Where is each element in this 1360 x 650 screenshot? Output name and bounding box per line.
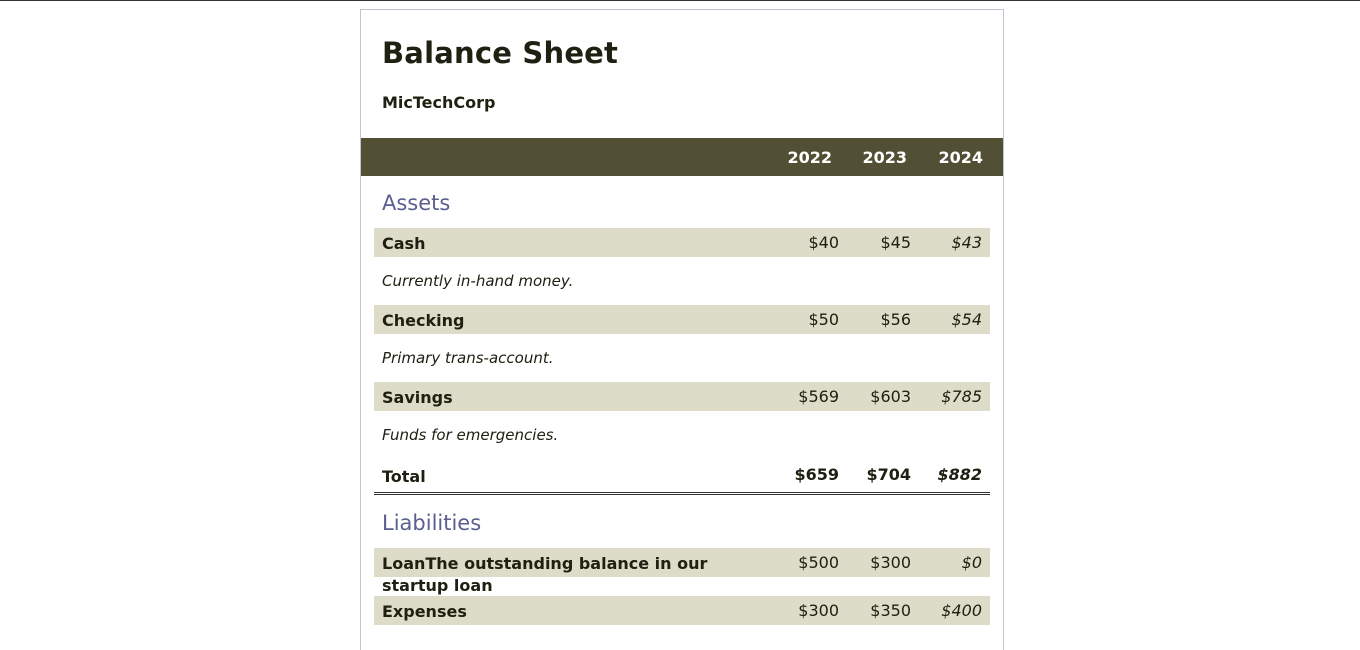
asset-row-cash: Cash $40 $45 $43 bbox=[374, 228, 990, 257]
value-2024: $400 bbox=[941, 601, 982, 620]
row-label: LoanThe outstanding balance in our start… bbox=[382, 554, 708, 595]
document-title: Balance Sheet bbox=[382, 36, 619, 70]
savings-description: Funds for emergencies. bbox=[382, 426, 559, 444]
year-2023-header: 2023 bbox=[862, 148, 907, 167]
asset-row-savings: Savings $569 $603 $785 bbox=[374, 382, 990, 411]
assets-section-title: Assets bbox=[382, 191, 451, 215]
value-2022: $569 bbox=[798, 387, 839, 406]
total-2024: $882 bbox=[937, 465, 982, 484]
assets-total-row: Total $659 $704 $882 bbox=[374, 462, 990, 495]
liabilities-section-title: Liabilities bbox=[382, 511, 482, 535]
row-label: Checking bbox=[382, 311, 465, 330]
year-2022-header: 2022 bbox=[787, 148, 832, 167]
value-2024: $0 bbox=[961, 553, 982, 572]
value-2024: $54 bbox=[951, 310, 982, 329]
total-2023: $704 bbox=[866, 465, 911, 484]
total-label: Total bbox=[382, 467, 426, 486]
value-2023: $300 bbox=[870, 553, 911, 572]
value-2022: $500 bbox=[798, 553, 839, 572]
cash-description: Currently in-hand money. bbox=[382, 272, 574, 290]
asset-row-checking: Checking $50 $56 $54 bbox=[374, 305, 990, 334]
value-2023: $56 bbox=[880, 310, 911, 329]
value-2024: $785 bbox=[941, 387, 982, 406]
value-2023: $350 bbox=[870, 601, 911, 620]
row-label: Cash bbox=[382, 234, 426, 253]
value-2022: $300 bbox=[798, 601, 839, 620]
value-2023: $603 bbox=[870, 387, 911, 406]
checking-description: Primary trans-account. bbox=[382, 349, 554, 367]
top-border-line bbox=[0, 0, 1360, 1]
year-header-bar: 2022 2023 2024 bbox=[361, 138, 1003, 176]
company-name: MicTechCorp bbox=[382, 93, 496, 112]
row-label: Expenses bbox=[382, 602, 467, 621]
value-2022: $40 bbox=[808, 233, 839, 252]
total-2022: $659 bbox=[794, 465, 839, 484]
value-2023: $45 bbox=[880, 233, 911, 252]
liability-row-loan: LoanThe outstanding balance in our start… bbox=[374, 548, 990, 595]
value-2022: $50 bbox=[808, 310, 839, 329]
value-2024: $43 bbox=[951, 233, 982, 252]
liability-row-expenses: Expenses $300 $350 $400 bbox=[374, 596, 990, 625]
row-label: Savings bbox=[382, 388, 453, 407]
year-2024-header: 2024 bbox=[938, 148, 983, 167]
balance-sheet-document: Balance Sheet MicTechCorp 2022 2023 2024… bbox=[360, 9, 1004, 650]
